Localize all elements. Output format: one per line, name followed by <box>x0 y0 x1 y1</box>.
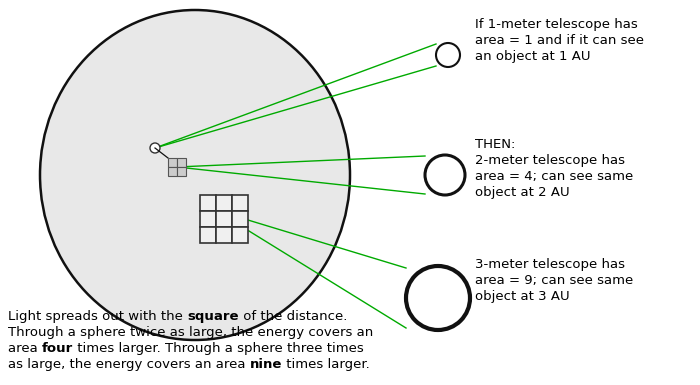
Bar <box>216 195 232 211</box>
Text: area: area <box>8 342 42 355</box>
Text: times larger.: times larger. <box>282 358 370 371</box>
Text: four: four <box>42 342 74 355</box>
Text: times larger. Through a sphere three times: times larger. Through a sphere three tim… <box>74 342 364 355</box>
Bar <box>168 158 177 167</box>
Bar <box>232 211 248 227</box>
Text: as large, the energy covers an area: as large, the energy covers an area <box>8 358 250 371</box>
Circle shape <box>150 143 160 153</box>
Text: 2-meter telescope has: 2-meter telescope has <box>475 154 625 167</box>
Text: nine: nine <box>250 358 282 371</box>
Text: area = 4; can see same: area = 4; can see same <box>475 170 634 183</box>
Text: of the distance.: of the distance. <box>239 310 347 323</box>
Bar <box>232 195 248 211</box>
Bar <box>177 167 186 176</box>
Text: Light spreads out with the: Light spreads out with the <box>8 310 187 323</box>
Ellipse shape <box>167 145 223 205</box>
Text: object at 2 AU: object at 2 AU <box>475 186 570 199</box>
Text: THEN:: THEN: <box>475 138 515 151</box>
Text: object at 3 AU: object at 3 AU <box>475 290 570 303</box>
Text: area = 1 and if it can see: area = 1 and if it can see <box>475 34 644 47</box>
Text: 3-meter telescope has: 3-meter telescope has <box>475 258 625 271</box>
Bar <box>216 211 232 227</box>
Text: If 1-meter telescope has: If 1-meter telescope has <box>475 18 638 31</box>
Circle shape <box>406 266 470 330</box>
Bar <box>200 211 216 227</box>
Bar <box>168 167 177 176</box>
Text: an object at 1 AU: an object at 1 AU <box>475 50 591 63</box>
Ellipse shape <box>40 10 350 340</box>
Bar <box>177 158 186 167</box>
Text: area = 9; can see same: area = 9; can see same <box>475 274 634 287</box>
Ellipse shape <box>90 63 300 287</box>
Circle shape <box>425 155 465 195</box>
Bar <box>232 227 248 243</box>
Bar <box>200 195 216 211</box>
Text: square: square <box>187 310 239 323</box>
Bar <box>216 227 232 243</box>
Circle shape <box>436 43 460 67</box>
Text: Through a sphere twice as large, the energy covers an: Through a sphere twice as large, the ene… <box>8 326 373 339</box>
Bar <box>200 227 216 243</box>
Ellipse shape <box>133 109 257 241</box>
